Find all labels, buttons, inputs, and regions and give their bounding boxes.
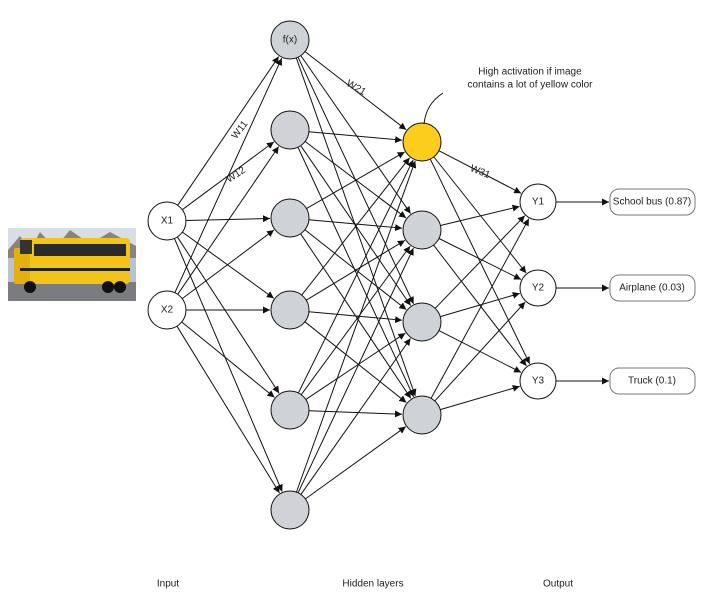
layer-label: Input — [157, 579, 179, 590]
hidden-node — [402, 395, 442, 435]
edge — [177, 56, 280, 206]
edge — [438, 238, 522, 280]
output-label: Airplane (0.03) — [619, 283, 685, 294]
node-label: f(x) — [283, 35, 297, 46]
edge — [185, 215, 271, 223]
nodes: X1 X2 f(x) Y1 School bus (0.87) Y2 Airplane (0… — [147, 20, 696, 530]
edge — [173, 238, 283, 492]
edge — [181, 229, 275, 300]
edge — [300, 338, 411, 495]
edge — [308, 131, 403, 144]
annotation-line: High activation if image — [478, 67, 582, 78]
edge — [438, 150, 522, 194]
edge — [440, 384, 520, 411]
edge — [174, 57, 283, 293]
edge — [295, 57, 417, 397]
bus-image — [8, 228, 136, 301]
edge — [305, 239, 406, 301]
edge — [176, 236, 280, 394]
output-node — [519, 269, 557, 307]
layer-label: Hidden layers — [342, 579, 403, 590]
edge — [433, 156, 527, 274]
hidden-node — [270, 110, 310, 150]
hidden-node — [270, 290, 310, 330]
output-box — [609, 274, 696, 302]
edge — [297, 147, 415, 398]
edge — [176, 325, 280, 494]
output-label: Truck (0.1) — [628, 376, 676, 387]
layer-label: Output — [543, 579, 573, 590]
weight-label: W11 — [230, 119, 251, 142]
edge — [308, 311, 403, 324]
output-node — [519, 362, 557, 400]
node-label: Y3 — [532, 376, 545, 387]
edge — [440, 291, 520, 318]
node-label: X1 — [161, 216, 174, 227]
hidden-node — [270, 20, 310, 60]
edge — [301, 157, 411, 296]
edge — [306, 151, 405, 209]
output-box — [609, 367, 696, 395]
hidden-node — [402, 302, 442, 342]
annotation-line: contains a lot of yellow color — [467, 80, 593, 91]
edge — [181, 321, 275, 398]
output-label: School bus (0.87) — [613, 197, 691, 208]
edge — [297, 247, 414, 494]
edge — [308, 410, 403, 418]
output-node — [519, 183, 557, 221]
input-node — [147, 290, 187, 330]
node-label: X2 — [161, 305, 174, 316]
edge — [434, 301, 526, 402]
edge — [305, 426, 407, 500]
hidden-node — [270, 390, 310, 430]
annotation-pointer — [423, 92, 444, 125]
hidden-node — [270, 198, 310, 238]
edge — [440, 204, 520, 227]
edges — [173, 51, 609, 500]
edge — [297, 159, 414, 394]
edge — [177, 146, 280, 295]
edge — [430, 218, 530, 399]
weight-label: W31 — [468, 163, 492, 181]
edge — [295, 160, 417, 493]
edge — [308, 219, 403, 232]
edge — [434, 215, 526, 309]
hidden-node — [402, 122, 442, 162]
input-node — [147, 201, 187, 241]
edge — [300, 55, 411, 214]
edge — [300, 245, 411, 395]
weight-label: W21 — [344, 78, 368, 98]
edge — [304, 321, 407, 403]
edge — [304, 51, 407, 131]
node-label: Y2 — [532, 283, 545, 294]
node-label: Y1 — [532, 197, 545, 208]
output-box — [609, 188, 696, 216]
edge — [305, 332, 406, 400]
weight-label: W12 — [224, 165, 248, 186]
hidden-node — [270, 490, 310, 530]
hidden-node — [402, 210, 442, 250]
